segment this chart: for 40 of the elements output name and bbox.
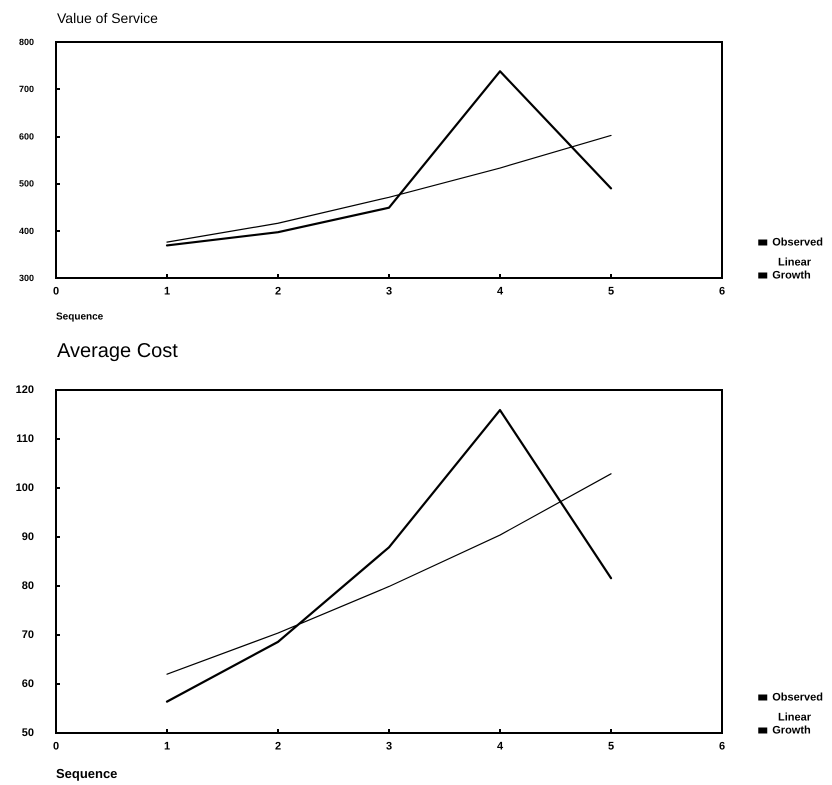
y-tick-label: 50: [22, 727, 34, 739]
y-tick-label: 70: [22, 629, 34, 641]
y-tick-label: 110: [16, 433, 34, 445]
y-tick-label: 800: [18, 37, 34, 47]
y-tick-label: 600: [18, 131, 34, 142]
y-tick-label: 700: [18, 84, 34, 94]
y-tick-label: 500: [18, 178, 34, 189]
line-series: [166, 70, 612, 247]
x-tick-label: 2: [274, 286, 282, 298]
y-tick-label: 90: [22, 531, 34, 543]
legend-label: Growth: [772, 270, 812, 282]
legend-label: Growth: [772, 724, 812, 736]
x-tick-label: 4: [496, 286, 504, 298]
x-tick-label: 5: [608, 286, 614, 298]
x-tick-label: 4: [496, 740, 504, 752]
line-series: [166, 408, 612, 703]
text: Linear: [778, 712, 812, 724]
chart-title: Average Cost: [57, 340, 178, 362]
x-tick-label: 3: [386, 740, 392, 752]
x-tick-label: 2: [274, 740, 282, 752]
x-tick-label: 0: [52, 286, 60, 298]
x-tick-label: 6: [718, 740, 726, 752]
chart-title: Value of Service: [57, 10, 158, 26]
legend-label: Observed: [772, 236, 824, 248]
y-tick-label: 400: [18, 226, 34, 236]
x-tick-label: 6: [718, 286, 726, 298]
y-tick-label: 60: [22, 678, 34, 690]
x-tick-label: 1: [164, 740, 170, 752]
x-axis-title: Sequence: [56, 766, 118, 781]
text: Linear: [778, 256, 812, 268]
x-axis-title: Sequence: [56, 312, 104, 322]
x-tick-label: 0: [52, 740, 60, 752]
y-tick-label: 300: [18, 273, 34, 283]
y-tick-label: 120: [16, 384, 34, 396]
y-tick-label: 100: [16, 482, 34, 494]
x-tick-label: 5: [608, 740, 614, 752]
x-tick-label: 1: [164, 286, 170, 298]
x-tick-label: 3: [386, 286, 392, 298]
y-tick-label: 80: [22, 580, 34, 592]
legend-label: Observed: [772, 692, 824, 704]
